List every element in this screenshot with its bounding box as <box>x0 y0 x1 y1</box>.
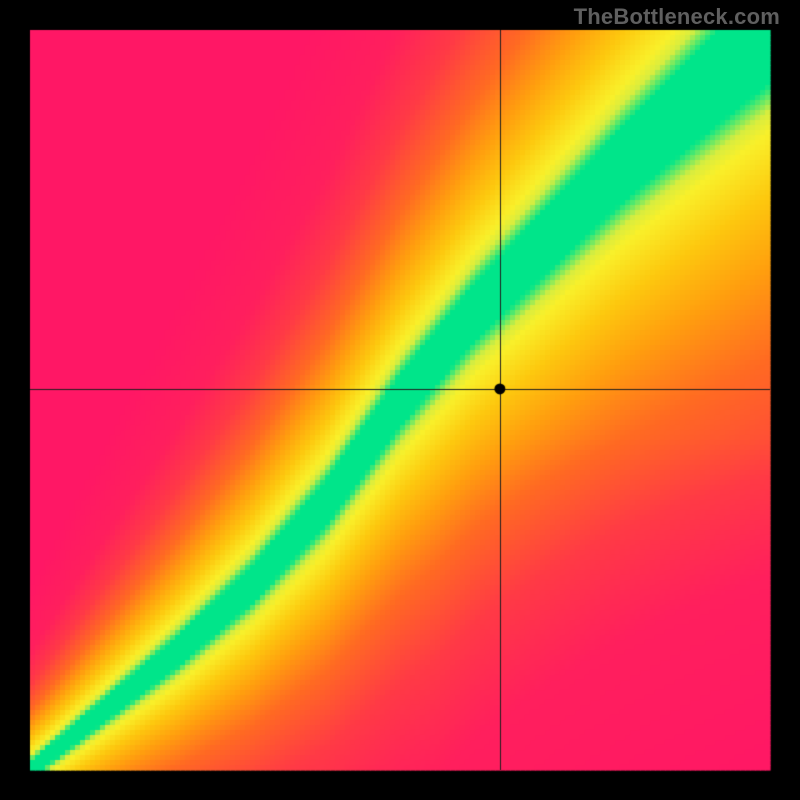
bottleneck-heatmap <box>0 0 800 800</box>
